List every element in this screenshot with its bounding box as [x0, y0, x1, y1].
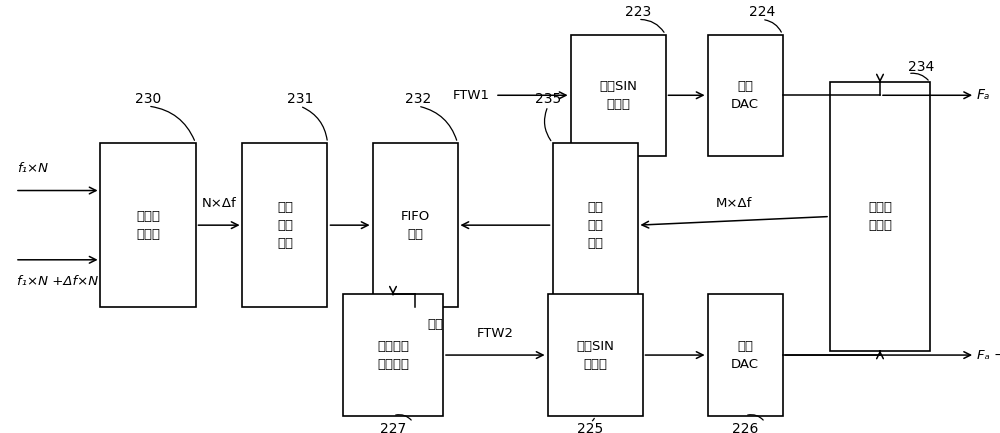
Text: 第二SIN
查找表: 第二SIN 查找表	[576, 339, 614, 371]
Text: 查找表控
制字模块: 查找表控 制字模块	[377, 339, 409, 371]
Text: Fₐ: Fₐ	[977, 88, 990, 102]
Text: FTW1: FTW1	[453, 89, 490, 102]
Text: Fₐ − Δf×M: Fₐ − Δf×M	[977, 349, 1000, 362]
Bar	[570, 35, 666, 156]
Text: 225: 225	[577, 422, 603, 433]
Text: f₁×N +Δf×N: f₁×N +Δf×N	[17, 275, 98, 288]
Bar	[548, 294, 642, 416]
Text: 第二鉴
频模块: 第二鉴 频模块	[868, 201, 892, 232]
Text: 第一SIN
查找表: 第一SIN 查找表	[599, 80, 637, 111]
Text: 234: 234	[908, 60, 934, 74]
Text: 第一
分频
模块: 第一 分频 模块	[277, 200, 293, 250]
Text: FIFO
模块: FIFO 模块	[400, 210, 430, 241]
Text: 226: 226	[732, 422, 758, 433]
Text: 第二
分频
模块: 第二 分频 模块	[587, 200, 603, 250]
Bar	[552, 143, 638, 307]
Text: 232: 232	[405, 92, 431, 106]
Text: 水线: 水线	[427, 318, 443, 331]
Text: N×Δf: N×Δf	[202, 197, 236, 210]
Text: 227: 227	[380, 422, 406, 433]
Text: 第一鉴
频模块: 第一鉴 频模块	[136, 210, 160, 241]
Text: 231: 231	[287, 92, 313, 106]
Bar	[372, 143, 458, 307]
Text: FTW2: FTW2	[477, 327, 514, 340]
Text: 第二
DAC: 第二 DAC	[731, 339, 759, 371]
Text: M×Δf: M×Δf	[716, 197, 752, 210]
Text: 223: 223	[625, 6, 651, 19]
Text: 230: 230	[135, 92, 161, 106]
Bar	[242, 143, 327, 307]
Text: 235: 235	[535, 92, 561, 106]
Bar	[830, 82, 930, 351]
Bar	[100, 143, 196, 307]
Bar	[343, 294, 443, 416]
Text: 第一
DAC: 第一 DAC	[731, 80, 759, 111]
Bar	[708, 294, 782, 416]
Text: 224: 224	[749, 6, 775, 19]
Bar	[708, 35, 782, 156]
Text: f₁×N: f₁×N	[17, 162, 48, 175]
